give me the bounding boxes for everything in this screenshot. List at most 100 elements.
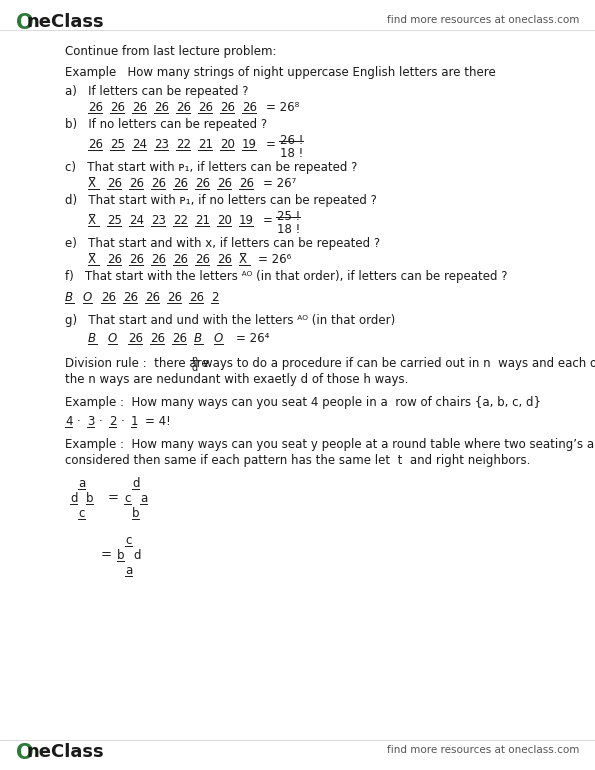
Text: 18 !: 18 ! — [277, 223, 300, 236]
Text: 26: 26 — [198, 101, 213, 114]
Text: 26: 26 — [220, 101, 235, 114]
Text: 26: 26 — [176, 101, 191, 114]
Text: a: a — [78, 477, 85, 490]
Text: ·: · — [99, 415, 103, 428]
Text: neClass: neClass — [26, 13, 104, 31]
Text: 2: 2 — [109, 415, 117, 428]
Text: =: = — [108, 491, 119, 504]
Text: = 26⁶: = 26⁶ — [258, 253, 291, 266]
Text: X̅: X̅ — [88, 253, 96, 266]
Text: 26: 26 — [239, 177, 254, 190]
Text: O: O — [16, 743, 34, 763]
Text: f)   That start with the letters ᴬᴼ (in that order), if letters can be repeated : f) That start with the letters ᴬᴼ (in th… — [65, 270, 508, 283]
Text: neClass: neClass — [26, 743, 104, 761]
Text: 21: 21 — [198, 138, 213, 151]
Text: B: B — [65, 291, 73, 304]
Text: 21: 21 — [195, 214, 210, 227]
Text: O: O — [83, 291, 92, 304]
Text: 26: 26 — [189, 291, 204, 304]
Text: ·: · — [77, 415, 81, 428]
Text: 25: 25 — [107, 214, 122, 227]
Text: 26: 26 — [132, 101, 147, 114]
Text: 26: 26 — [151, 253, 166, 266]
Text: 26: 26 — [129, 177, 144, 190]
Text: 26: 26 — [195, 253, 210, 266]
Text: = 26⁴: = 26⁴ — [236, 332, 270, 345]
Text: g)   That start and und with the letters ᴬᴼ (in that order): g) That start and und with the letters ᴬ… — [65, 314, 395, 327]
Text: n: n — [191, 355, 198, 365]
Text: 24: 24 — [129, 214, 144, 227]
Text: c: c — [78, 507, 84, 520]
Text: b: b — [86, 492, 93, 505]
Text: 26: 26 — [129, 253, 144, 266]
Text: B: B — [88, 332, 96, 345]
Text: Example   How many strings of night uppercase English letters are there: Example How many strings of night upperc… — [65, 66, 496, 79]
Text: O: O — [214, 332, 223, 345]
Text: Example :  How many ways can you seat 4 people in a  row of chairs {a, b, c, d}: Example : How many ways can you seat 4 p… — [65, 396, 541, 409]
Text: e)   That start and with x, if letters can be repeated ?: e) That start and with x, if letters can… — [65, 237, 380, 250]
Text: d: d — [133, 549, 140, 562]
Text: 26: 26 — [123, 291, 138, 304]
Text: Division rule :  there are: Division rule : there are — [65, 357, 209, 370]
Text: 3: 3 — [87, 415, 95, 428]
Text: 22: 22 — [176, 138, 191, 151]
Text: 2: 2 — [211, 291, 218, 304]
Text: d)   That start with ᴩ₁, if no letters can be repeated ?: d) That start with ᴩ₁, if no letters can… — [65, 194, 377, 207]
Text: 19: 19 — [242, 138, 257, 151]
Text: X̅: X̅ — [88, 177, 96, 190]
Text: =: = — [266, 138, 276, 151]
Text: ways to do a procedure if can be carried out in n  ways and each of: ways to do a procedure if can be carried… — [203, 357, 595, 370]
Text: B: B — [194, 332, 202, 345]
Text: 23: 23 — [151, 214, 166, 227]
Text: X̅: X̅ — [239, 253, 247, 266]
Text: find more resources at oneclass.com: find more resources at oneclass.com — [387, 15, 579, 25]
Text: 26: 26 — [150, 332, 165, 345]
Text: d: d — [70, 492, 77, 505]
Text: 26: 26 — [217, 177, 232, 190]
Text: 26: 26 — [110, 101, 125, 114]
Text: 26 !: 26 ! — [280, 134, 303, 147]
Text: = 4!: = 4! — [145, 415, 171, 428]
Text: ·: · — [121, 415, 125, 428]
Text: 26: 26 — [107, 177, 122, 190]
Text: 19: 19 — [239, 214, 254, 227]
Text: 26: 26 — [167, 291, 182, 304]
Text: find more resources at oneclass.com: find more resources at oneclass.com — [387, 745, 579, 755]
Text: 26: 26 — [145, 291, 160, 304]
Text: 26: 26 — [101, 291, 116, 304]
Text: 26: 26 — [242, 101, 257, 114]
Text: = 26⁸: = 26⁸ — [266, 101, 299, 114]
Text: d: d — [132, 477, 139, 490]
Text: O: O — [108, 332, 117, 345]
Text: 24: 24 — [132, 138, 147, 151]
Text: 26: 26 — [195, 177, 210, 190]
Text: b: b — [132, 507, 139, 520]
Text: d: d — [191, 363, 197, 373]
Text: Example :  How many ways can you seat y people at a round table where two seatin: Example : How many ways can you seat y p… — [65, 438, 595, 451]
Text: a: a — [140, 492, 147, 505]
Text: 26: 26 — [88, 138, 103, 151]
Text: c: c — [124, 492, 130, 505]
Text: 26: 26 — [173, 177, 188, 190]
Text: 20: 20 — [217, 214, 232, 227]
Text: c)   That start with ᴩ₁, if letters can be repeated ?: c) That start with ᴩ₁, if letters can be… — [65, 161, 358, 174]
Text: Continue from last lecture problem:: Continue from last lecture problem: — [65, 45, 277, 58]
Text: 25 !: 25 ! — [277, 210, 300, 223]
Text: 23: 23 — [154, 138, 169, 151]
Text: a)   If letters can be repeated ?: a) If letters can be repeated ? — [65, 85, 249, 98]
Text: 26: 26 — [151, 177, 166, 190]
Text: =: = — [101, 548, 112, 561]
Text: O: O — [16, 13, 34, 33]
Text: 26: 26 — [107, 253, 122, 266]
Text: 18 !: 18 ! — [280, 147, 303, 160]
Text: = 26⁷: = 26⁷ — [263, 177, 296, 190]
Text: b: b — [117, 549, 124, 562]
Text: 26: 26 — [173, 253, 188, 266]
Text: 26: 26 — [128, 332, 143, 345]
Text: a: a — [125, 564, 132, 577]
Text: the n ways are nedundant with exaetly d of those h ways.: the n ways are nedundant with exaetly d … — [65, 373, 408, 386]
Text: X̅: X̅ — [88, 214, 96, 227]
Text: 4: 4 — [65, 415, 73, 428]
Text: considered then same if each pattern has the same let  t  and right neighbors.: considered then same if each pattern has… — [65, 454, 530, 467]
Text: =: = — [263, 214, 273, 227]
